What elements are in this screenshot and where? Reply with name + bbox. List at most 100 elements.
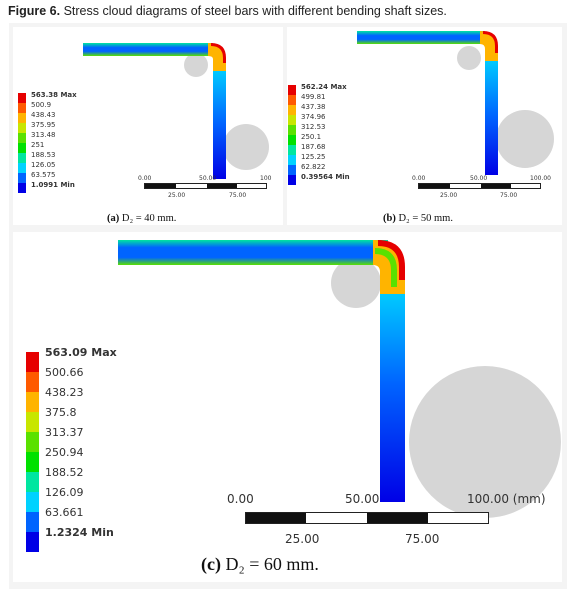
legend-label: 125.25 bbox=[301, 153, 326, 161]
legend-swatch bbox=[18, 123, 26, 133]
legend-label: 313.48 bbox=[31, 131, 56, 139]
legend-swatch bbox=[26, 532, 39, 552]
scale-label: 0.00 bbox=[412, 175, 426, 182]
stress-diagram-a bbox=[83, 43, 269, 179]
legend-label-max: 563.09 Max bbox=[45, 346, 117, 359]
legend-label: 126.09 bbox=[45, 486, 84, 499]
scale-bar-track bbox=[418, 183, 541, 189]
steel-bar-vertical-b bbox=[485, 57, 498, 175]
legend-swatch bbox=[26, 472, 39, 492]
legend-swatch bbox=[18, 163, 26, 173]
scale-label: 100.00 bbox=[530, 175, 551, 182]
legend-swatch bbox=[288, 155, 296, 165]
legend-label-min: 1.0991 Min bbox=[31, 181, 75, 189]
legend-swatch bbox=[18, 113, 26, 123]
legend-label: 250.94 bbox=[45, 446, 84, 459]
legend-label: 312.53 bbox=[301, 123, 326, 131]
legend-swatch bbox=[288, 85, 296, 95]
small-roller-c bbox=[331, 258, 381, 308]
legend-swatch bbox=[288, 125, 296, 135]
legend-swatch bbox=[288, 95, 296, 105]
scale-bar-track bbox=[245, 512, 489, 524]
legend-swatch bbox=[18, 93, 26, 103]
legend-swatch bbox=[26, 412, 39, 432]
legend-label: 500.66 bbox=[45, 366, 84, 379]
panel-c: 563.09 Max 500.66 438.23 375.8 313.37 25… bbox=[13, 232, 562, 582]
legend-label: 187.68 bbox=[301, 143, 326, 151]
scale-label: 0.00 bbox=[138, 175, 152, 182]
scale-label: 0.00 bbox=[227, 492, 254, 506]
legend-label: 375.8 bbox=[45, 406, 77, 419]
legend-swatch bbox=[288, 115, 296, 125]
bending-shaft-b bbox=[496, 110, 554, 168]
legend-swatch bbox=[18, 103, 26, 113]
legend-swatch bbox=[26, 452, 39, 472]
legend-label: 63.575 bbox=[31, 171, 56, 179]
steel-bar-horizontal-c bbox=[118, 240, 388, 265]
legend-label: 313.37 bbox=[45, 426, 84, 439]
caption-c: (c) D₂ = 60 mm. bbox=[201, 554, 319, 574]
legend-label: 500.9 bbox=[31, 101, 52, 109]
legend-label-min: 0.39564 Min bbox=[301, 173, 350, 181]
scale-label: 75.00 bbox=[405, 532, 440, 546]
steel-bar-vertical-c bbox=[380, 287, 405, 502]
legend-swatch bbox=[18, 133, 26, 143]
scale-label: 50.00 bbox=[199, 175, 217, 182]
bending-shaft-c bbox=[409, 366, 561, 518]
small-roller-b bbox=[457, 46, 481, 70]
scale-bar-track bbox=[144, 183, 267, 189]
steel-bar-vertical-a bbox=[213, 67, 226, 179]
caption-a: (a) D₂ = 40 mm. bbox=[107, 213, 177, 224]
scale-label: 50.00 bbox=[470, 175, 488, 182]
scale-label: 50.00 bbox=[345, 492, 380, 506]
legend-swatch bbox=[26, 392, 39, 412]
figure-caption: Stress cloud diagrams of steel bars with… bbox=[63, 4, 447, 18]
legend-swatch bbox=[288, 135, 296, 145]
legend-swatch bbox=[26, 432, 39, 452]
legend-swatch bbox=[288, 175, 296, 185]
legend-label: 62.822 bbox=[301, 163, 326, 171]
steel-bar-horizontal-a bbox=[83, 43, 213, 56]
scale-label: 25.00 bbox=[440, 192, 458, 199]
legend-label: 375.95 bbox=[31, 121, 56, 129]
scale-label: 100 bbox=[260, 175, 272, 182]
stress-diagram-c bbox=[118, 240, 561, 518]
legend-label: 437.38 bbox=[301, 103, 326, 111]
legend-label: 374.96 bbox=[301, 113, 326, 121]
legend-label: 438.23 bbox=[45, 386, 84, 399]
bending-shaft-a bbox=[223, 124, 269, 170]
legend-label: 188.53 bbox=[31, 151, 56, 159]
scale-label: 75.00 bbox=[500, 192, 518, 199]
legend-label: 188.52 bbox=[45, 466, 84, 479]
figure-label: Figure 6. bbox=[8, 4, 61, 18]
legend-swatch bbox=[26, 352, 39, 372]
legend-swatch bbox=[288, 165, 296, 175]
figure-title: Figure 6. Stress cloud diagrams of steel… bbox=[8, 4, 447, 18]
caption-b: (b) D₂ = 50 mm. bbox=[383, 213, 453, 224]
panel-a: 563.38 Max 500.9 438.43 375.95 313.48 25… bbox=[13, 27, 283, 225]
scale-label: 25.00 bbox=[285, 532, 320, 546]
small-roller-a bbox=[184, 53, 208, 77]
legend-swatch bbox=[18, 173, 26, 183]
panel-b: 562.24 Max 499.81 437.38 374.96 312.53 2… bbox=[287, 27, 562, 225]
legend-swatch bbox=[18, 153, 26, 163]
legend-label-min: 1.2324 Min bbox=[45, 526, 114, 539]
legend-label: 126.05 bbox=[31, 161, 56, 169]
legend-swatch bbox=[26, 372, 39, 392]
scale-label: 100.00 (mm) bbox=[467, 492, 546, 506]
scale-label: 75.00 bbox=[229, 192, 247, 199]
scale-label: 25.00 bbox=[168, 192, 186, 199]
legend-swatch bbox=[18, 183, 26, 193]
legend-swatch bbox=[18, 143, 26, 153]
legend-label-max: 563.38 Max bbox=[31, 91, 77, 99]
legend-label: 438.43 bbox=[31, 111, 56, 119]
legend-label: 63.661 bbox=[45, 506, 84, 519]
legend-swatch bbox=[288, 105, 296, 115]
legend-swatch bbox=[26, 512, 39, 532]
legend-label-max: 562.24 Max bbox=[301, 83, 347, 91]
legend-label: 250.1 bbox=[301, 133, 322, 141]
legend-label: 499.81 bbox=[301, 93, 326, 101]
stress-diagram-b bbox=[357, 31, 554, 175]
steel-bar-horizontal-b bbox=[357, 31, 485, 44]
legend-swatch bbox=[26, 492, 39, 512]
